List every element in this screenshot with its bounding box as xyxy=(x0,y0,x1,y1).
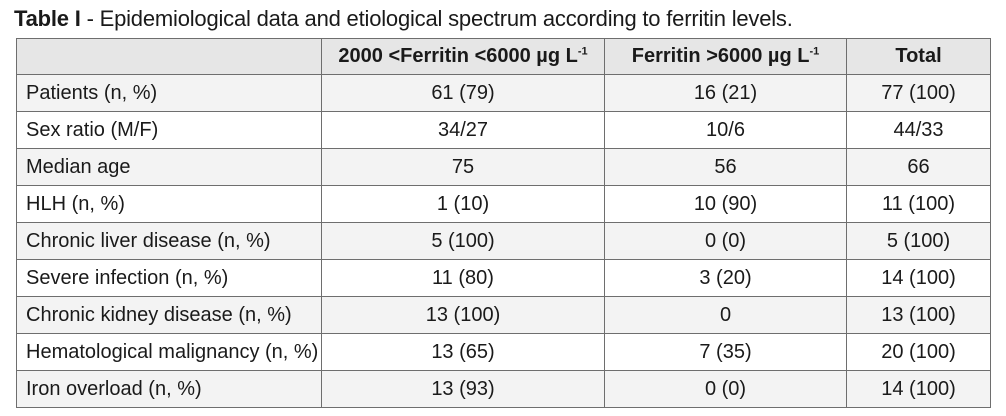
table-cell: 66 xyxy=(846,148,991,186)
table-cell: 11 (80) xyxy=(321,259,605,297)
row-label: Chronic liver disease (n, %) xyxy=(16,222,322,260)
table-cell: 20 (100) xyxy=(846,333,991,371)
table-row: Severe infection (n, %) 11 (80) 3 (20) 1… xyxy=(16,259,991,297)
table-cell: 61 (79) xyxy=(321,74,605,112)
row-label: HLH (n, %) xyxy=(16,185,322,223)
table-cell: 5 (100) xyxy=(846,222,991,260)
table-cell: 14 (100) xyxy=(846,370,991,408)
header-cell-total: Total xyxy=(846,38,991,75)
table-cell: 11 (100) xyxy=(846,185,991,223)
table-cell: 75 xyxy=(321,148,605,186)
header-superscript: -1 xyxy=(577,45,588,58)
row-label: Median age xyxy=(16,148,322,186)
table-cell: 13 (65) xyxy=(321,333,605,371)
table-row: Chronic liver disease (n, %) 5 (100) 0 (… xyxy=(16,222,991,260)
table-cell: 44/33 xyxy=(846,111,991,149)
table-cell: 0 xyxy=(604,296,847,334)
header-cell-ferritin-2000-6000: 2000 <Ferritin <6000 µg L-1 xyxy=(321,38,605,75)
header-superscript: -1 xyxy=(809,45,820,58)
table-header: 2000 <Ferritin <6000 µg L-1 Ferritin >60… xyxy=(16,38,991,75)
row-label: Iron overload (n, %) xyxy=(16,370,322,408)
table-cell: 10/6 xyxy=(604,111,847,149)
table-caption: Table I - Epidemiological data and etiol… xyxy=(14,4,793,34)
row-label: Severe infection (n, %) xyxy=(16,259,322,297)
table-cell: 0 (0) xyxy=(604,222,847,260)
table-caption-label: Table I xyxy=(14,6,81,31)
table-row: Iron overload (n, %) 13 (93) 0 (0) 14 (1… xyxy=(16,370,991,408)
table-row: Median age 75 56 66 xyxy=(16,148,991,186)
header-text: Total xyxy=(895,45,942,67)
table-cell: 7 (35) xyxy=(604,333,847,371)
row-label: Sex ratio (M/F) xyxy=(16,111,322,149)
table-row: HLH (n, %) 1 (10) 10 (90) 11 (100) xyxy=(16,185,991,223)
row-label: Chronic kidney disease (n, %) xyxy=(16,296,322,334)
table-body: Patients (n, %) 61 (79) 16 (21) 77 (100)… xyxy=(16,74,991,408)
table-cell: 16 (21) xyxy=(604,74,847,112)
table-cell: 5 (100) xyxy=(321,222,605,260)
table-cell: 14 (100) xyxy=(846,259,991,297)
table-cell: 34/27 xyxy=(321,111,605,149)
table-row: Sex ratio (M/F) 34/27 10/6 44/33 xyxy=(16,111,991,149)
table-row: Chronic kidney disease (n, %) 13 (100) 0… xyxy=(16,296,991,334)
header-row: 2000 <Ferritin <6000 µg L-1 Ferritin >60… xyxy=(16,38,991,75)
header-text: Ferritin >6000 µg L xyxy=(631,45,810,67)
header-cell-row-labels xyxy=(16,38,322,75)
row-label: Hematological malignancy (n, %) xyxy=(16,333,322,371)
table-cell: 0 (0) xyxy=(604,370,847,408)
table-cell: 77 (100) xyxy=(846,74,991,112)
table-cell: 13 (93) xyxy=(321,370,605,408)
table-cell: 10 (90) xyxy=(604,185,847,223)
table-cell: 1 (10) xyxy=(321,185,605,223)
table-caption-text: - Epidemiological data and etiological s… xyxy=(80,6,793,31)
table-cell: 13 (100) xyxy=(846,296,991,334)
row-label: Patients (n, %) xyxy=(16,74,322,112)
table-cell: 3 (20) xyxy=(604,259,847,297)
table-cell: 13 (100) xyxy=(321,296,605,334)
header-cell-ferritin-over-6000: Ferritin >6000 µg L-1 xyxy=(604,38,847,75)
header-text: 2000 <Ferritin <6000 µg L xyxy=(338,45,578,67)
table-row: Patients (n, %) 61 (79) 16 (21) 77 (100) xyxy=(16,74,991,112)
table-row: Hematological malignancy (n, %) 13 (65) … xyxy=(16,333,991,371)
table-cell: 56 xyxy=(604,148,847,186)
ferritin-data-table: 2000 <Ferritin <6000 µg L-1 Ferritin >60… xyxy=(16,38,991,408)
